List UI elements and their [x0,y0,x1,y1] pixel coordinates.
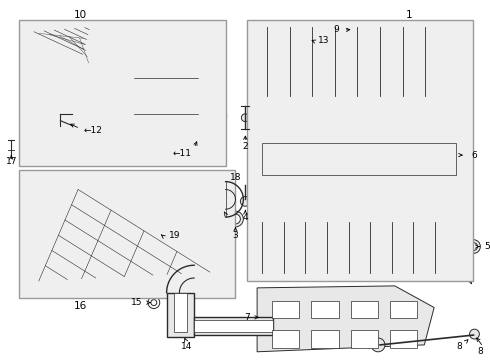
Circle shape [174,123,206,154]
Text: 2: 2 [243,142,248,151]
Bar [262,143,456,175]
Polygon shape [255,32,296,91]
Bar [173,293,187,332]
Circle shape [469,243,477,251]
Text: 9: 9 [333,25,339,34]
Text: 19: 19 [169,231,180,240]
Polygon shape [355,22,385,40]
Polygon shape [464,30,471,103]
Bar [247,21,473,281]
Polygon shape [255,180,471,188]
Bar [167,293,194,337]
Bar [19,21,225,166]
Bar [272,330,299,348]
Text: 4: 4 [243,212,248,221]
Circle shape [186,99,220,132]
Polygon shape [306,101,350,118]
Bar [390,301,417,318]
Circle shape [241,197,250,206]
Polygon shape [257,286,434,352]
Polygon shape [255,24,464,101]
Text: 8: 8 [456,342,462,351]
Polygon shape [29,32,82,116]
Circle shape [249,44,285,79]
Text: 5: 5 [484,242,490,251]
Circle shape [227,211,244,227]
Circle shape [466,240,480,253]
Bar [272,301,299,318]
Bar [390,330,417,348]
Bar [194,320,273,332]
Circle shape [179,127,201,149]
Circle shape [179,92,226,139]
Text: 7: 7 [245,313,250,322]
Text: 10: 10 [74,10,87,21]
Bar [350,330,378,348]
Polygon shape [255,138,464,180]
Circle shape [371,338,385,352]
Text: 6: 6 [471,150,477,159]
Circle shape [231,214,241,224]
Polygon shape [273,306,331,342]
Circle shape [242,114,249,122]
Bar [311,301,339,318]
Text: 16: 16 [74,301,87,311]
Polygon shape [31,180,218,293]
Text: 1: 1 [406,10,413,21]
Text: 15: 15 [130,298,142,307]
Bar [194,318,273,335]
Text: 13: 13 [318,36,330,45]
Polygon shape [464,138,471,188]
Text: ←12: ←12 [84,126,103,135]
Text: 8: 8 [477,347,483,356]
Text: ←11: ←11 [172,149,191,158]
Polygon shape [464,219,471,284]
Bar [311,330,339,348]
Polygon shape [29,27,144,57]
Polygon shape [39,189,210,286]
Bar [350,301,378,318]
Text: 18: 18 [230,173,241,182]
Polygon shape [31,189,78,288]
Polygon shape [255,219,464,276]
Polygon shape [82,52,144,116]
Text: 3: 3 [233,231,238,240]
Bar [19,170,236,298]
Text: 17: 17 [5,157,17,166]
Circle shape [355,27,361,33]
Circle shape [255,50,279,73]
Text: 14: 14 [181,342,192,351]
Circle shape [469,329,479,339]
